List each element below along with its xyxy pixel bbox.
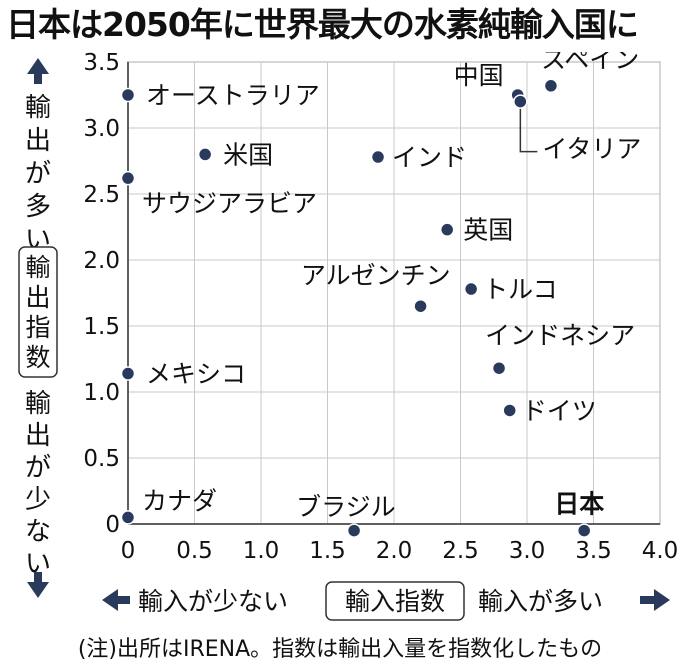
point-label: インドネシア <box>485 321 635 350</box>
point-label: メキシコ <box>146 360 246 389</box>
chart-svg: 0 0.5 1.0 1.5 2.0 2.5 3.0 3.5 4.0 0 0.5 1.0 1.5 2.0 2.… <box>18 45 679 621</box>
data-point <box>120 366 136 381</box>
chart-title: 日本は2050年に世界最大の水素純輸入国に <box>6 5 639 44</box>
data-point <box>346 523 362 538</box>
y-tick-label: 1.5 <box>83 314 120 340</box>
point-label: カナダ <box>142 486 217 515</box>
data-point <box>576 523 592 538</box>
y-axis-title-box <box>18 246 58 378</box>
source-note: (注)出所はIRENA。指数は輸出入量を指数化したもの <box>77 637 603 662</box>
data-point <box>370 149 386 165</box>
point-label: サウジアラビア <box>142 189 317 218</box>
x-tick-label: 1.0 <box>243 538 280 564</box>
x-tick-label: 2.0 <box>376 538 413 564</box>
point-label: トルコ <box>483 275 558 304</box>
x-tick-label: 3.0 <box>509 538 546 564</box>
y-tick-label: 2.0 <box>83 248 120 274</box>
x-low-label: 輸入が少ない <box>138 587 288 616</box>
y-tick-label: 2.5 <box>83 182 120 208</box>
x-left-arrow-icon <box>102 589 130 611</box>
point-label: スペイン <box>541 52 639 74</box>
x-tick-label: 2.5 <box>442 538 479 564</box>
x-axis-title: 輸入指数 <box>345 587 445 616</box>
point-label: 中国 <box>454 61 504 90</box>
x-right-arrow-icon <box>640 589 670 611</box>
y-tick-label: 3.5 <box>83 52 120 76</box>
y-down-arrow-icon <box>27 572 49 598</box>
point-label: 英国 <box>463 216 513 245</box>
point-label: 米国 <box>223 140 273 169</box>
data-point <box>513 94 528 109</box>
data-point <box>120 170 136 186</box>
data-point <box>463 281 479 297</box>
y-high-label: 輸出が多い <box>25 93 51 255</box>
point-label: インド <box>392 143 467 172</box>
point-label: ブラジル <box>296 493 396 522</box>
data-point <box>120 87 136 103</box>
leader-line <box>519 107 538 153</box>
x-tick-label: 0.5 <box>176 538 213 564</box>
y-tick-label: 0.5 <box>83 446 120 472</box>
y-low-label: 輸出が少ない <box>25 389 51 579</box>
y-up-arrow-icon <box>27 58 49 84</box>
data-point <box>502 403 517 418</box>
scatter-chart: 0 0.5 1.0 1.5 2.0 2.5 3.0 3.5 4.0 0 0.5 1.0 1.5 2.0 2.… <box>0 45 680 632</box>
data-point <box>439 222 455 237</box>
x-tick-label: 1.5 <box>309 538 346 564</box>
x-tick-label: 0 <box>121 538 136 564</box>
x-high-label: 輸入が多い <box>478 587 603 616</box>
point-label: ドイツ <box>522 396 597 425</box>
x-tick-label: 3.5 <box>575 538 612 564</box>
data-point <box>491 360 507 376</box>
point-label: アルゼンチン <box>301 261 451 290</box>
x-tick-label: 4.0 <box>642 538 679 564</box>
data-point <box>120 510 136 525</box>
y-axis-title: 輸出指数 <box>25 253 50 372</box>
y-tick-label: 1.0 <box>83 380 120 406</box>
point-label: オーストラリア <box>146 81 320 110</box>
point-label: イタリア <box>542 135 641 164</box>
point-label: 日本 <box>554 490 604 519</box>
data-point <box>543 78 559 94</box>
data-point <box>413 298 428 314</box>
x-axis-title-box <box>325 581 465 621</box>
data-point <box>197 147 213 162</box>
y-tick-label: 3.0 <box>83 116 120 142</box>
y-tick-label: 0 <box>105 512 120 538</box>
